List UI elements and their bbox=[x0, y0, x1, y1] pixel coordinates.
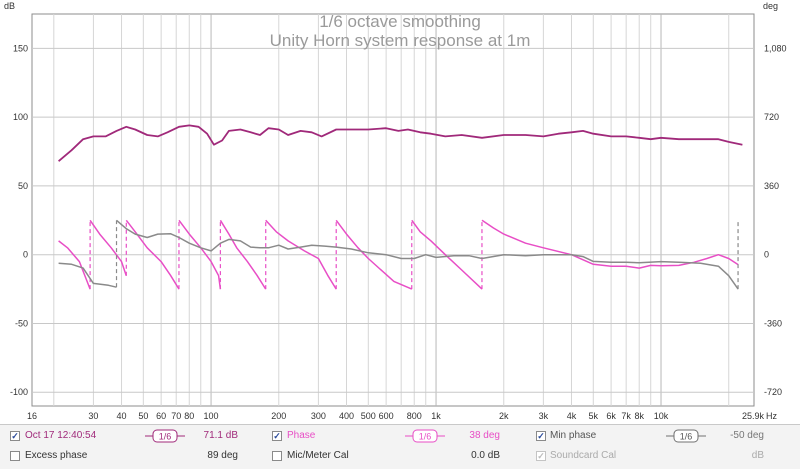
x-tick-label: 50 bbox=[138, 411, 148, 421]
x-tick-label: 8k bbox=[634, 411, 644, 421]
frequency-response-chart: 1/6 octave smoothing Unity Horn system r… bbox=[4, 1, 787, 421]
legend-value-soundcard-cal: dB bbox=[751, 450, 764, 461]
x-tick-label: 16 bbox=[27, 411, 37, 421]
x-tick-label: 200 bbox=[271, 411, 286, 421]
series-line-phase bbox=[89, 219, 128, 276]
legend-label-response: Oct 17 12:40:54 bbox=[25, 430, 97, 441]
legend-label-phase: Phase bbox=[287, 430, 316, 441]
legend-label-excess-phase: Excess phase bbox=[25, 450, 88, 461]
checkbox-mic-meter-cal[interactable] bbox=[272, 451, 282, 461]
y-left-tick-label: 150 bbox=[13, 43, 28, 53]
series-line-phase bbox=[481, 219, 739, 269]
legend-label-soundcard-cal: Soundcard Cal bbox=[550, 450, 617, 461]
y-left-tick-label: 0 bbox=[23, 250, 28, 260]
x-tick-label: 40 bbox=[117, 411, 127, 421]
legend-row-2: Excess phase 89 deg Mic/Meter Cal 0.0 dB… bbox=[0, 447, 800, 467]
x-tick-label: 70 bbox=[171, 411, 181, 421]
y-left-tick-label: 50 bbox=[18, 181, 28, 191]
series-line-phase bbox=[411, 219, 483, 290]
checkbox-excess-phase[interactable] bbox=[10, 451, 20, 461]
series-line-phase bbox=[219, 219, 267, 290]
right-axis-unit: deg bbox=[763, 1, 778, 11]
series-line-phase bbox=[125, 219, 180, 290]
y-right-tick-label: -720 bbox=[764, 387, 782, 397]
x-tick-label: 5k bbox=[589, 411, 599, 421]
smoothing-icon[interactable]: 1/6 bbox=[666, 428, 706, 444]
x-tick-label: 4k bbox=[567, 411, 577, 421]
checkbox-soundcard-cal[interactable]: ✓ bbox=[536, 451, 546, 461]
x-tick-label: 2k bbox=[499, 411, 509, 421]
x-tick-label: 10k bbox=[654, 411, 669, 421]
series-line-oct-17-12-40-54 bbox=[58, 124, 743, 162]
legend-label-mic-meter-cal: Mic/Meter Cal bbox=[287, 450, 349, 461]
x-tick-label: 1k bbox=[431, 411, 441, 421]
legend-value-response: 71.1 dB bbox=[203, 430, 238, 441]
y-right-tick-label: 720 bbox=[764, 112, 779, 122]
x-tick-label: 30 bbox=[88, 411, 98, 421]
legend-value-phase: 38 deg bbox=[469, 430, 500, 441]
chart-title: 1/6 octave smoothing bbox=[319, 12, 481, 31]
x-tick-label: 60 bbox=[156, 411, 166, 421]
series-line-min-phase bbox=[116, 219, 739, 290]
legend-row-1: ✓ Oct 17 12:40:54 1/6 71.1 dB ✓ Phase 1/… bbox=[0, 427, 800, 447]
x-tick-label: 500 bbox=[361, 411, 376, 421]
y-right-tick-label: -360 bbox=[764, 318, 782, 328]
x-tick-label: 25.9k bbox=[742, 411, 765, 421]
y-left-tick-label: -50 bbox=[15, 318, 28, 328]
smoothing-label: 1/6 bbox=[680, 432, 693, 442]
series-line-phase bbox=[58, 240, 91, 290]
x-tick-label: 6k bbox=[606, 411, 616, 421]
y-right-tick-label: 0 bbox=[764, 250, 769, 260]
x-tick-label: 800 bbox=[407, 411, 422, 421]
chart-subtitle: Unity Horn system response at 1m bbox=[270, 31, 531, 50]
x-tick-label: 3k bbox=[539, 411, 549, 421]
legend-label-min-phase: Min phase bbox=[550, 430, 597, 441]
smoothing-label: 1/6 bbox=[419, 432, 432, 442]
checkbox-phase[interactable]: ✓ bbox=[272, 431, 282, 441]
x-axis-unit: Hz bbox=[766, 411, 777, 421]
legend-value-min-phase: -50 deg bbox=[730, 430, 764, 441]
series-line-phase bbox=[335, 219, 413, 290]
smoothing-label: 1/6 bbox=[159, 432, 172, 442]
left-axis-unit: dB bbox=[4, 1, 15, 11]
x-tick-label: 7k bbox=[621, 411, 631, 421]
y-left-tick-label: 100 bbox=[13, 112, 28, 122]
x-tick-label: 100 bbox=[204, 411, 219, 421]
series-line-phase bbox=[178, 219, 222, 290]
grid bbox=[32, 14, 754, 406]
y-right-tick-label: 360 bbox=[764, 181, 779, 191]
x-tick-label: 80 bbox=[184, 411, 194, 421]
series-line-phase bbox=[265, 219, 337, 290]
legend-value-excess-phase: 89 deg bbox=[207, 450, 238, 461]
y-left-tick-label: -100 bbox=[10, 387, 28, 397]
smoothing-icon[interactable]: 1/6 bbox=[405, 428, 445, 444]
series-line-min-phase bbox=[58, 262, 117, 288]
legend-panel: ✓ Oct 17 12:40:54 1/6 71.1 dB ✓ Phase 1/… bbox=[0, 424, 800, 469]
y-right-tick-label: 1,080 bbox=[764, 43, 787, 53]
plot-area[interactable] bbox=[31, 13, 755, 407]
x-tick-label: 400 bbox=[339, 411, 354, 421]
x-tick-label: 300 bbox=[311, 411, 326, 421]
legend-value-mic-meter-cal: 0.0 dB bbox=[471, 450, 500, 461]
smoothing-icon[interactable]: 1/6 bbox=[145, 428, 185, 444]
checkbox-response[interactable]: ✓ bbox=[10, 431, 20, 441]
x-tick-label: 600 bbox=[379, 411, 394, 421]
checkbox-min-phase[interactable]: ✓ bbox=[536, 431, 546, 441]
